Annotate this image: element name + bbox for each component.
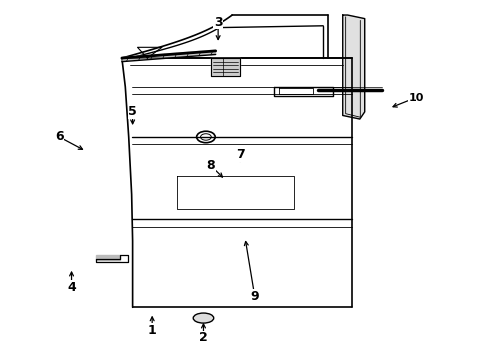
Polygon shape xyxy=(343,15,365,119)
Ellipse shape xyxy=(193,313,214,323)
Text: 4: 4 xyxy=(67,281,76,294)
Text: 6: 6 xyxy=(55,130,64,144)
Text: 9: 9 xyxy=(250,290,259,303)
Polygon shape xyxy=(211,58,240,76)
Text: 5: 5 xyxy=(128,105,137,118)
Text: 3: 3 xyxy=(214,16,222,29)
Text: 8: 8 xyxy=(206,159,215,172)
Polygon shape xyxy=(122,50,216,61)
Text: 10: 10 xyxy=(408,93,424,103)
Polygon shape xyxy=(96,255,121,260)
Text: 1: 1 xyxy=(148,324,156,337)
Text: 7: 7 xyxy=(236,148,245,161)
Text: 2: 2 xyxy=(199,331,208,344)
